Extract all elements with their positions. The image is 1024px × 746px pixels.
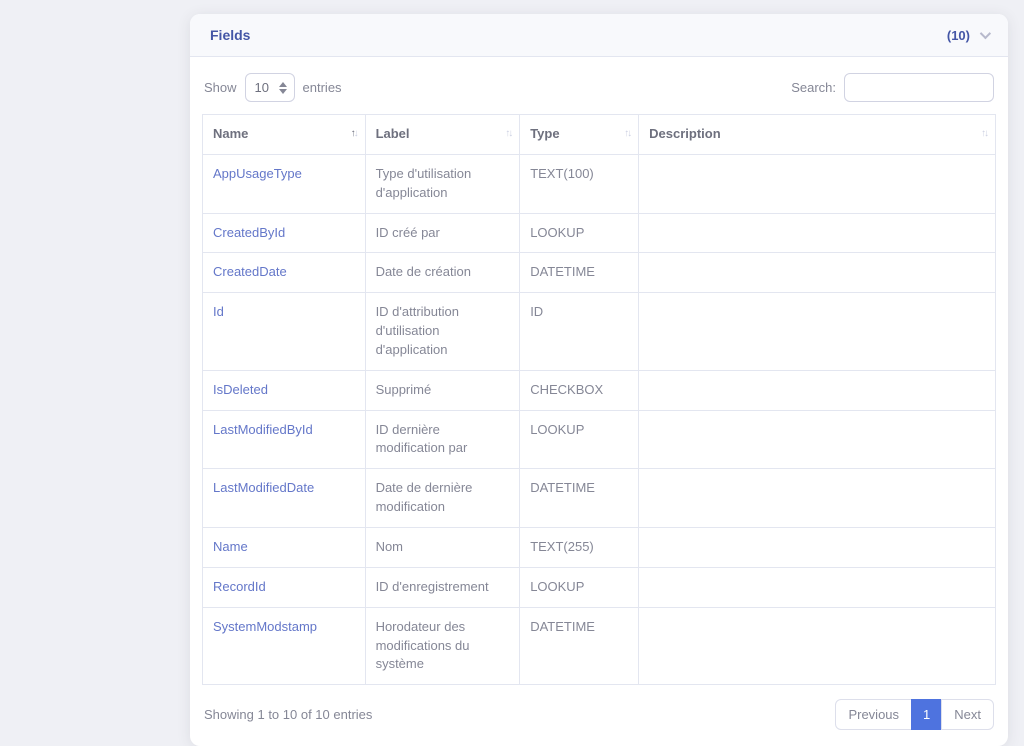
cell-name[interactable]: SystemModstamp bbox=[202, 606, 366, 686]
cell-name[interactable]: CreatedById bbox=[202, 212, 366, 254]
select-updown-icon bbox=[278, 81, 287, 94]
cell-desc bbox=[638, 153, 996, 214]
sort-icon: ↑↓ bbox=[624, 128, 632, 140]
cell-label: ID dernière modification par bbox=[364, 409, 521, 470]
cell-label: Type d'utilisation d'application bbox=[364, 153, 521, 214]
chevron-down-icon[interactable] bbox=[979, 27, 992, 40]
cell-type: TEXT(255) bbox=[519, 526, 640, 568]
fields-table: Name ↑↓ Label ↑↓ Type ↑↓ Description ↑↓ AppUsag… bbox=[202, 114, 996, 686]
column-label: Description bbox=[649, 126, 721, 141]
cell-name[interactable]: IsDeleted bbox=[202, 369, 366, 411]
table-row: Name Nom TEXT(255) bbox=[202, 526, 996, 568]
cell-label: ID d'attribution d'utilisation d'applica… bbox=[364, 292, 521, 371]
card-title: Fields bbox=[210, 27, 251, 43]
table-row: Id ID d'attribution d'utilisation d'appli… bbox=[202, 292, 996, 371]
cell-type: DATETIME bbox=[519, 468, 640, 528]
collapse-toggle[interactable]: (10) bbox=[946, 27, 992, 43]
next-page-button[interactable]: Next bbox=[941, 699, 994, 731]
cell-name[interactable]: Name bbox=[202, 526, 366, 568]
cell-name[interactable]: LastModifiedDate bbox=[202, 468, 366, 528]
cell-name[interactable]: LastModifiedById bbox=[202, 409, 366, 470]
table-footer: Showing 1 to 10 of 10 entries Previous 1… bbox=[204, 699, 994, 731]
cell-label: Date de création bbox=[364, 252, 521, 294]
table-row: AppUsageType Type d'utilisation d'applica… bbox=[202, 153, 996, 214]
count-badge: (10) bbox=[946, 27, 970, 43]
column-label: Type bbox=[530, 126, 560, 141]
cell-label: ID créé par bbox=[364, 212, 521, 254]
fields-card: Fields (10) Show 10 entries Search: bbox=[190, 14, 1008, 746]
cell-label: Date de dernière modification bbox=[364, 468, 521, 528]
column-label: Label bbox=[375, 126, 410, 141]
show-label: Show bbox=[204, 80, 237, 95]
cell-desc bbox=[638, 292, 996, 371]
cell-name[interactable]: CreatedDate bbox=[202, 252, 366, 294]
previous-page-button[interactable]: Previous bbox=[835, 699, 913, 731]
cell-desc bbox=[638, 468, 996, 528]
table-row: CreatedById ID créé par LOOKUP bbox=[202, 212, 996, 254]
card-header: Fields (10) bbox=[190, 14, 1008, 57]
cell-name[interactable]: RecordId bbox=[202, 566, 366, 608]
cell-type: LOOKUP bbox=[519, 566, 640, 608]
card-body: Show 10 entries Search: Name ↑↓ Label ↑↓ Typ… bbox=[190, 57, 1008, 746]
page-length-select[interactable]: 10 bbox=[244, 73, 295, 102]
table-row: SystemModstamp Horodateur des modificatio… bbox=[202, 606, 996, 686]
cell-type: LOOKUP bbox=[519, 212, 640, 254]
cell-desc bbox=[638, 526, 996, 568]
cell-name[interactable]: AppUsageType bbox=[202, 153, 366, 214]
page-length-control: Show 10 entries bbox=[204, 73, 342, 102]
column-header-name[interactable]: Name ↑↓ bbox=[202, 114, 366, 155]
search-control: Search: bbox=[791, 73, 994, 102]
page-length-value: 10 bbox=[254, 80, 269, 95]
cell-desc bbox=[638, 252, 996, 294]
cell-desc bbox=[638, 606, 996, 686]
cell-type: DATETIME bbox=[519, 606, 640, 686]
cell-type: ID bbox=[519, 292, 640, 371]
table-row: CreatedDate Date de création DATETIME bbox=[202, 252, 996, 294]
page-1-button[interactable]: 1 bbox=[911, 699, 943, 731]
sort-icon: ↑↓ bbox=[505, 128, 513, 140]
cell-desc bbox=[638, 566, 996, 608]
column-header-label[interactable]: Label ↑↓ bbox=[364, 114, 521, 155]
sort-icon: ↑↓ bbox=[350, 128, 359, 140]
column-label: Name bbox=[213, 126, 249, 141]
cell-type: CHECKBOX bbox=[519, 369, 640, 411]
table-controls: Show 10 entries Search: bbox=[204, 73, 994, 102]
table-row: LastModifiedDate Date de dernière modific… bbox=[202, 468, 996, 528]
table-row: RecordId ID d'enregistrement LOOKUP bbox=[202, 566, 996, 608]
cell-label: ID d'enregistrement bbox=[364, 566, 521, 608]
showing-entries-info: Showing 1 to 10 of 10 entries bbox=[204, 707, 373, 723]
cell-type: DATETIME bbox=[519, 252, 640, 294]
cell-name[interactable]: Id bbox=[202, 292, 366, 371]
cell-desc bbox=[638, 369, 996, 411]
entries-label: entries bbox=[302, 80, 342, 95]
cell-type: TEXT(100) bbox=[519, 153, 640, 214]
cell-label: Supprimé bbox=[364, 369, 521, 411]
search-input[interactable] bbox=[844, 73, 994, 102]
table-row: LastModifiedById ID dernière modification… bbox=[202, 409, 996, 470]
cell-desc bbox=[638, 212, 996, 254]
search-label: Search: bbox=[791, 80, 836, 95]
column-header-description[interactable]: Description ↑↓ bbox=[638, 114, 996, 155]
table-body: AppUsageType Type d'utilisation d'applica… bbox=[202, 153, 996, 686]
cell-type: LOOKUP bbox=[519, 409, 640, 470]
table-header-row: Name ↑↓ Label ↑↓ Type ↑↓ Description ↑↓ bbox=[202, 114, 996, 155]
pagination: Previous 1 Next bbox=[835, 699, 994, 731]
table-row: IsDeleted Supprimé CHECKBOX bbox=[202, 369, 996, 411]
cell-label: Nom bbox=[364, 526, 521, 568]
cell-desc bbox=[638, 409, 996, 470]
cell-label: Horodateur des modifications du système bbox=[364, 606, 521, 686]
sort-icon: ↑↓ bbox=[981, 128, 989, 140]
column-header-type[interactable]: Type ↑↓ bbox=[519, 114, 640, 155]
